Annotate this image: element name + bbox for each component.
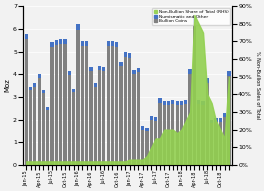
- Bar: [55, 45, 58, 165]
- Bar: [180, 105, 183, 165]
- Bar: [154, 117, 157, 121]
- Bar: [219, 122, 222, 165]
- Bar: [89, 67, 92, 71]
- Bar: [201, 101, 205, 105]
- Bar: [50, 42, 54, 47]
- Bar: [188, 69, 192, 74]
- Bar: [223, 113, 226, 117]
- Bar: [210, 123, 213, 165]
- Bar: [158, 103, 162, 165]
- Bar: [29, 90, 32, 165]
- Bar: [171, 100, 175, 104]
- Bar: [154, 121, 157, 165]
- Bar: [145, 128, 149, 131]
- Bar: [33, 87, 36, 165]
- Bar: [167, 101, 170, 105]
- Bar: [63, 39, 67, 44]
- Bar: [150, 120, 153, 165]
- Bar: [59, 44, 62, 165]
- Bar: [85, 41, 88, 46]
- Bar: [128, 58, 131, 165]
- Bar: [42, 90, 45, 93]
- Bar: [81, 46, 84, 165]
- Bar: [188, 74, 192, 165]
- Bar: [184, 104, 187, 165]
- Bar: [72, 89, 75, 92]
- Bar: [98, 70, 101, 165]
- Bar: [163, 105, 166, 165]
- Bar: [72, 92, 75, 165]
- Bar: [115, 47, 118, 165]
- Bar: [94, 83, 97, 87]
- Bar: [163, 101, 166, 105]
- Bar: [89, 71, 92, 165]
- Bar: [37, 74, 41, 78]
- Bar: [68, 75, 71, 165]
- Bar: [81, 41, 84, 46]
- Bar: [50, 47, 54, 165]
- Bar: [227, 71, 230, 76]
- Bar: [219, 118, 222, 122]
- Bar: [133, 70, 136, 74]
- Bar: [171, 104, 175, 165]
- Bar: [120, 62, 123, 66]
- Bar: [206, 83, 209, 165]
- Bar: [94, 87, 97, 165]
- Bar: [167, 105, 170, 165]
- Bar: [46, 107, 49, 110]
- Bar: [227, 76, 230, 165]
- Bar: [193, 23, 196, 165]
- Legend: Non-Bullion Share of Total (RHS), Numismatic and Other, Bullion Coins: Non-Bullion Share of Total (RHS), Numism…: [152, 8, 230, 25]
- Bar: [137, 72, 140, 165]
- Bar: [201, 105, 205, 165]
- Bar: [145, 131, 149, 165]
- Bar: [128, 53, 131, 58]
- Bar: [25, 39, 28, 165]
- Y-axis label: Moz: Moz: [4, 79, 10, 92]
- Bar: [158, 98, 162, 103]
- Bar: [180, 101, 183, 105]
- Bar: [55, 40, 58, 45]
- Bar: [46, 110, 49, 165]
- Bar: [206, 78, 209, 83]
- Bar: [29, 87, 32, 90]
- Bar: [176, 105, 179, 165]
- Bar: [223, 117, 226, 165]
- Bar: [102, 71, 105, 165]
- Bar: [111, 41, 114, 46]
- Bar: [107, 41, 110, 46]
- Bar: [137, 68, 140, 72]
- Bar: [214, 118, 218, 122]
- Bar: [150, 116, 153, 120]
- Bar: [63, 44, 67, 165]
- Bar: [133, 74, 136, 165]
- Bar: [184, 100, 187, 104]
- Bar: [25, 34, 28, 39]
- Bar: [115, 42, 118, 47]
- Bar: [68, 71, 71, 75]
- Bar: [197, 100, 200, 104]
- Bar: [42, 93, 45, 165]
- Bar: [76, 30, 79, 165]
- Bar: [102, 67, 105, 71]
- Bar: [193, 17, 196, 23]
- Bar: [98, 66, 101, 70]
- Bar: [141, 130, 144, 165]
- Y-axis label: % Non-Bullion Sales of Total: % Non-Bullion Sales of Total: [255, 51, 260, 120]
- Bar: [107, 46, 110, 165]
- Bar: [120, 66, 123, 165]
- Bar: [141, 126, 144, 130]
- Bar: [176, 101, 179, 105]
- Bar: [214, 122, 218, 165]
- Bar: [197, 104, 200, 165]
- Bar: [111, 46, 114, 165]
- Bar: [210, 120, 213, 123]
- Bar: [59, 39, 62, 44]
- Bar: [85, 46, 88, 165]
- Bar: [124, 52, 127, 57]
- Bar: [33, 83, 36, 87]
- Bar: [124, 57, 127, 165]
- Bar: [76, 24, 79, 30]
- Bar: [37, 78, 41, 165]
